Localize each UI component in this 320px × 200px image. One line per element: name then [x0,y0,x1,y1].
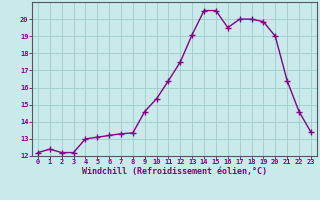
X-axis label: Windchill (Refroidissement éolien,°C): Windchill (Refroidissement éolien,°C) [82,167,267,176]
